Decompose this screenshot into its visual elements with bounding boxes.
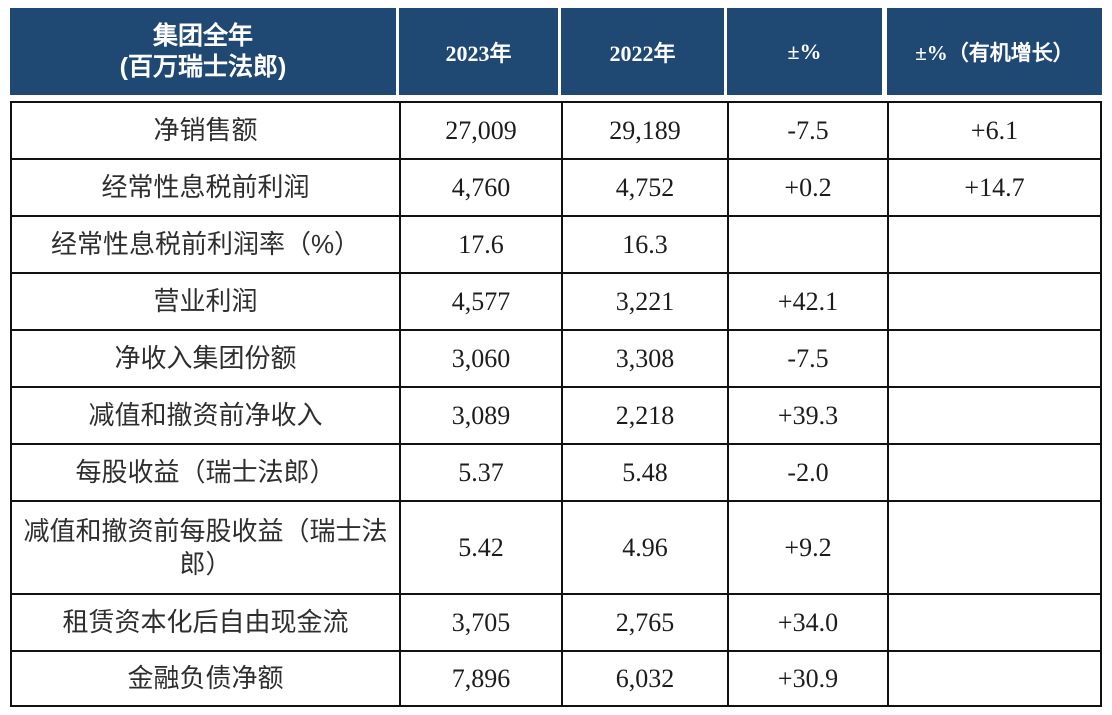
value-2023: 7,896 <box>399 650 561 707</box>
header-cell-change-pct: ±% <box>727 8 887 95</box>
value-organic-pct <box>887 650 1102 707</box>
value-2023: 17.6 <box>399 215 561 272</box>
value-organic-pct <box>887 593 1102 650</box>
value-2022: 5.48 <box>561 443 727 500</box>
value-2022: 4,752 <box>561 158 727 215</box>
value-2022: 2,765 <box>561 593 727 650</box>
value-change-pct: -2.0 <box>727 443 887 500</box>
value-organic-pct <box>887 272 1102 329</box>
value-2022: 29,189 <box>561 101 727 158</box>
value-2023: 3,060 <box>399 329 561 386</box>
value-2023: 4,577 <box>399 272 561 329</box>
value-change-pct: +9.2 <box>727 500 887 593</box>
value-2022: 3,221 <box>561 272 727 329</box>
metric-label: 租赁资本化后自由现金流 <box>10 593 399 650</box>
value-2022: 16.3 <box>561 215 727 272</box>
value-change-pct: +0.2 <box>727 158 887 215</box>
financial-summary-table: 集团全年 (百万瑞士法郎) 2023年 2022年 ±% ±%（有机增长） 净销… <box>10 8 1102 707</box>
header-cell-2023: 2023年 <box>399 8 561 95</box>
value-change-pct: +42.1 <box>727 272 887 329</box>
metric-label: 净销售额 <box>10 101 399 158</box>
value-change-pct: +30.9 <box>727 650 887 707</box>
table-header-row: 集团全年 (百万瑞士法郎) 2023年 2022年 ±% ±%（有机增长） <box>10 8 1102 95</box>
metric-label: 净收入集团份额 <box>10 329 399 386</box>
value-change-pct: -7.5 <box>727 101 887 158</box>
metric-label: 每股收益（瑞士法郎） <box>10 443 399 500</box>
metric-label: 营业利润 <box>10 272 399 329</box>
header-group-title: 集团全年 <box>152 21 253 50</box>
table-body: 净销售额 27,009 29,189 -7.5 +6.1 经常性息税前利润 4,760 4,7… <box>10 101 1102 707</box>
value-organic-pct: +6.1 <box>887 101 1102 158</box>
value-2023: 5.37 <box>399 443 561 500</box>
value-organic-pct <box>887 386 1102 443</box>
value-2023: 27,009 <box>399 101 561 158</box>
value-2022: 6,032 <box>561 650 727 707</box>
metric-label: 减值和撤资前每股收益（瑞士法郎） <box>10 500 399 593</box>
metric-label: 金融负债净额 <box>10 650 399 707</box>
metric-label: 减值和撤资前净收入 <box>10 386 399 443</box>
value-organic-pct <box>887 500 1102 593</box>
value-change-pct: -7.5 <box>727 329 887 386</box>
header-cell-group: 集团全年 (百万瑞士法郎) <box>10 8 399 95</box>
metric-label: 经常性息税前利润 <box>10 158 399 215</box>
value-2022: 3,308 <box>561 329 727 386</box>
value-2023: 4,760 <box>399 158 561 215</box>
metric-label: 经常性息税前利润率（%） <box>10 215 399 272</box>
value-organic-pct <box>887 329 1102 386</box>
header-group-unit: (百万瑞士法郎) <box>119 52 287 81</box>
value-2023: 3,089 <box>399 386 561 443</box>
header-cell-organic-pct: ±%（有机增长） <box>887 8 1102 95</box>
header-cell-2022: 2022年 <box>561 8 727 95</box>
value-2023: 3,705 <box>399 593 561 650</box>
value-change-pct: +34.0 <box>727 593 887 650</box>
value-2023: 5.42 <box>399 500 561 593</box>
value-2022: 4.96 <box>561 500 727 593</box>
value-change-pct <box>727 215 887 272</box>
value-change-pct: +39.3 <box>727 386 887 443</box>
value-2022: 2,218 <box>561 386 727 443</box>
value-organic-pct <box>887 443 1102 500</box>
value-organic-pct: +14.7 <box>887 158 1102 215</box>
value-organic-pct <box>887 215 1102 272</box>
